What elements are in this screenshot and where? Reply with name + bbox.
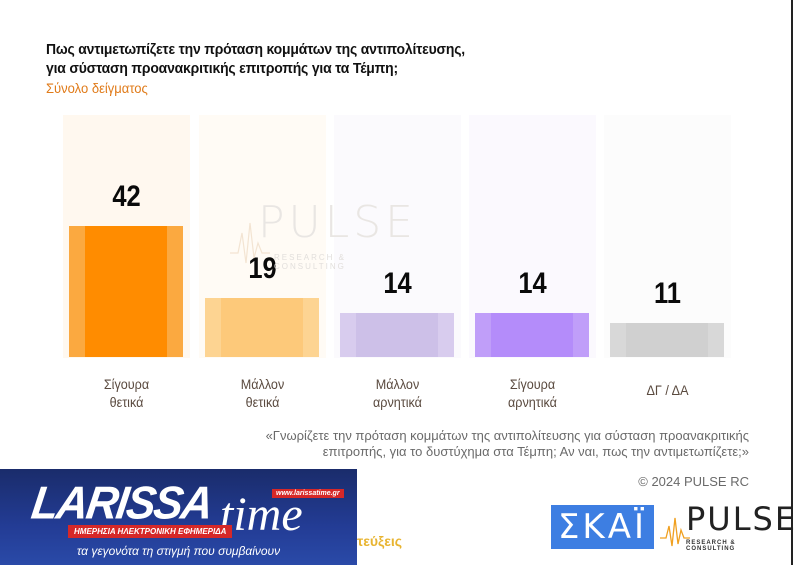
bar-value-label: 14: [383, 267, 412, 300]
bar-fill: [85, 226, 167, 357]
category-label-line: αρνητικά: [373, 394, 422, 410]
category-label: ΔΓ / ΔΑ: [610, 381, 724, 399]
bar-fill: [626, 323, 708, 357]
larissa-tagline: ΗΜΕΡΗΣΙΑ ΗΛΕΚΤΡΟΝΙΚΗ ΕΦΗΜΕΡΙΔΑ: [68, 525, 233, 538]
category-label-line: Σίγουρα: [103, 376, 150, 392]
category-label-line: ΔΓ / ΔΑ: [646, 382, 689, 398]
pulse-logo-text: PULSE: [686, 500, 797, 538]
category-label: Σίγουρα θετικά: [69, 375, 183, 411]
bar-value-label: 42: [112, 180, 141, 213]
category-label-line: αρνητικά: [508, 394, 557, 410]
bar-value-label: 19: [248, 252, 277, 285]
category-label-line: θετικά: [109, 394, 144, 410]
question-line-2: επιτροπής, για το δυστύχημα στα Τέμπη; Α…: [322, 444, 749, 459]
pulse-logo: PULSE RESEARCH & CONSULTING: [660, 500, 795, 552]
bar: [69, 226, 183, 357]
chart-title: Πως αντιμετωπίζετε την πρόταση κομμάτων …: [46, 40, 465, 78]
category-label-line: Μάλλον: [240, 376, 285, 392]
bar-fill: [221, 298, 303, 357]
skai-logo: ΣΚΑΪ: [551, 505, 654, 549]
category-label-line: Μάλλον: [375, 376, 420, 392]
bar-fill: [356, 313, 438, 357]
pulse-wave-icon: [660, 517, 690, 547]
copyright: © 2024 PULSE RC: [638, 474, 749, 489]
title-line-1: Πως αντιμετωπίζετε την πρόταση κομμάτων …: [46, 41, 466, 58]
category-label-line: θετικά: [245, 394, 280, 410]
larissa-url[interactable]: www.larissatime.gr: [272, 489, 344, 498]
larissa-brand: LARISSA: [28, 477, 215, 530]
category-label: Σίγουρα αρνητικά: [475, 375, 589, 411]
bar: [475, 313, 589, 357]
bar-value-label: 14: [518, 267, 547, 300]
question-line-1: «Γνωρίζετε την πρόταση κομμάτων της αντι…: [265, 428, 749, 443]
pulse-logo-subtext: RESEARCH & CONSULTING: [686, 540, 736, 552]
bar: [205, 298, 319, 357]
question-text: «Γνωρίζετε την πρόταση κομμάτων της αντι…: [229, 428, 749, 460]
title-line-2: για σύσταση προανακριτικής επιτροπής για…: [46, 60, 398, 77]
bar: [340, 313, 454, 357]
chart-subtitle: Σύνολο δείγματος: [46, 80, 148, 96]
category-label-line: Σίγουρα: [509, 376, 556, 392]
bar-value-label: 11: [654, 277, 681, 310]
bar-fill: [491, 313, 573, 357]
right-border: [791, 0, 793, 565]
larissa-slogan: τα γεγονότα τη στιγμή που συμβαίνουν: [76, 544, 281, 558]
bar-panel: [604, 115, 731, 358]
bar: [610, 323, 724, 357]
category-label: Μάλλον θετικά: [205, 375, 319, 411]
larissatime-banner[interactable]: LARISSA time www.larissatime.gr ΗΜΕΡΗΣΙΑ…: [0, 469, 357, 565]
partial-text: τεύξεις: [357, 533, 403, 549]
category-label: Μάλλον αρνητικά: [340, 375, 454, 411]
